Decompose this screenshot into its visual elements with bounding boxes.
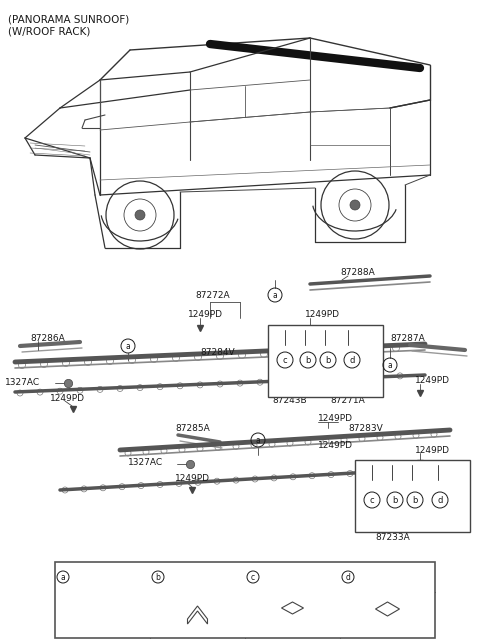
Text: b: b: [305, 355, 311, 365]
Text: c: c: [251, 573, 255, 582]
Text: 1249PD: 1249PD: [318, 413, 353, 422]
FancyBboxPatch shape: [355, 460, 470, 532]
Text: 1249PD: 1249PD: [415, 446, 450, 455]
Text: b: b: [156, 573, 160, 582]
Text: 87288A: 87288A: [340, 267, 375, 276]
FancyBboxPatch shape: [268, 325, 383, 397]
Text: c: c: [370, 495, 374, 504]
Text: d: d: [437, 495, 443, 504]
Text: (PANORAMA SUNROOF): (PANORAMA SUNROOF): [8, 14, 129, 24]
Text: 87269: 87269: [262, 573, 290, 582]
Text: 1327AC: 1327AC: [128, 457, 163, 466]
Circle shape: [350, 200, 360, 210]
Text: a: a: [126, 341, 131, 350]
Text: 87272A: 87272A: [195, 290, 229, 299]
Text: a: a: [60, 573, 65, 582]
FancyBboxPatch shape: [55, 562, 435, 638]
Text: 87271A: 87271A: [330, 395, 365, 404]
Text: 1249PD: 1249PD: [188, 310, 223, 319]
Text: b: b: [325, 355, 331, 365]
Text: 87284V: 87284V: [200, 348, 235, 357]
Text: b: b: [412, 495, 418, 504]
Text: a: a: [388, 361, 392, 370]
Text: 1249PD: 1249PD: [50, 393, 85, 402]
Text: 87285A: 87285A: [175, 424, 210, 433]
Text: a: a: [273, 290, 277, 299]
Text: b: b: [392, 495, 398, 504]
Text: 87316B: 87316B: [357, 573, 392, 582]
Text: d: d: [349, 355, 355, 365]
Text: 87286A: 87286A: [30, 334, 65, 343]
Text: a: a: [256, 435, 260, 444]
Text: 1327AC: 1327AC: [5, 377, 40, 386]
Text: 87233A: 87233A: [375, 533, 410, 542]
Text: 87235A: 87235A: [167, 573, 202, 582]
Text: c: c: [283, 355, 288, 365]
Text: 87293B: 87293B: [72, 573, 107, 582]
Text: (W/ROOF RACK): (W/ROOF RACK): [8, 26, 90, 36]
Text: d: d: [346, 573, 350, 582]
Text: 87287A: 87287A: [390, 334, 425, 343]
Circle shape: [135, 210, 145, 220]
Text: 1249PD: 1249PD: [318, 440, 353, 450]
Text: 1249PD: 1249PD: [175, 473, 210, 482]
Text: 1249PD: 1249PD: [305, 310, 340, 319]
Text: 87283V: 87283V: [348, 424, 383, 433]
Text: 1249PD: 1249PD: [415, 375, 450, 384]
Text: 87243B: 87243B: [272, 395, 307, 404]
